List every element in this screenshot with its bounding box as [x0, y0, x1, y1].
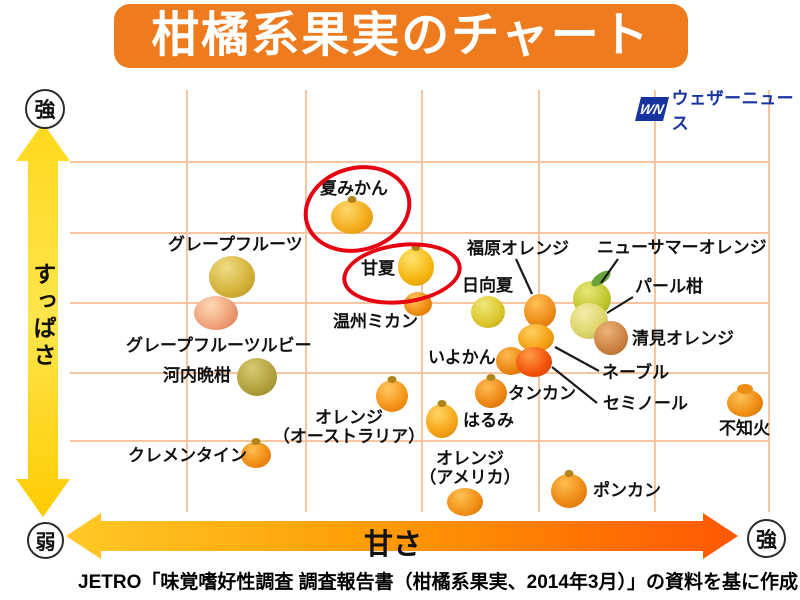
fruit-label-grapefruit-ruby: グレープフルーツルビー	[126, 336, 312, 355]
fruit-label-ponkan: ポンカン	[593, 481, 661, 500]
fruit-label-fukuhara-orange: 福原オレンジ	[467, 239, 569, 258]
fruit-label-pearl-kan: パール柑	[635, 277, 703, 296]
grid-line-vertical	[768, 90, 770, 512]
fruit-label-iyokan: いよかん	[428, 348, 496, 367]
y-axis-strong-badge: 強	[25, 89, 65, 129]
fruit-label-harumi: はるみ	[463, 411, 514, 430]
wn-logo-icon: WN	[635, 97, 669, 121]
fruit-harumi	[426, 400, 458, 438]
axis-weak-badge: 弱	[27, 522, 64, 559]
logo-text: ウェザーニュース	[671, 89, 795, 133]
grid-line-vertical	[305, 90, 307, 512]
weathernews-logo: WN ウェザーニュース	[635, 84, 800, 134]
fruit-kawachi-bankan	[237, 358, 277, 396]
fruit-seminole	[516, 347, 552, 377]
fruit-label-clementine: クレメンタイン	[128, 446, 247, 465]
fruit-amanatsu	[398, 244, 434, 286]
stem-icon	[411, 244, 421, 251]
stem-icon	[486, 374, 496, 381]
stem-icon	[251, 438, 261, 445]
fruit-ponkan	[551, 470, 587, 508]
y-axis-label: すっぱさ	[30, 262, 56, 370]
grid-line-horizontal	[70, 232, 768, 234]
grid-line-vertical	[186, 90, 188, 512]
fruit-label-unshu-mikan: 温州ミカン	[333, 312, 418, 331]
fruit-tankan	[475, 374, 507, 408]
fruit-label-grapefruit: グレープフルーツ	[168, 235, 303, 254]
stem-icon	[564, 470, 574, 477]
fruit-label-new-summer-orange: ニューサマーオレンジ	[597, 238, 767, 257]
fruit-label-kawachi-bankan: 河内晩柑	[163, 366, 231, 385]
fruit-label-amanatsu: 甘夏	[361, 259, 395, 278]
x-axis-label: 甘さ	[363, 529, 423, 561]
fruit-label-orange-australia: オレンジ （オーストラリア）	[272, 408, 426, 447]
fruit-grapefruit	[209, 256, 255, 298]
fruit-grapefruit-ruby	[194, 296, 238, 330]
grid-line-horizontal	[70, 440, 768, 442]
grid-line-horizontal	[70, 372, 768, 374]
fruit-label-natsumikan: 夏みかん	[320, 179, 388, 198]
source-attribution: JETRO「味覚嗜好性調査 調査報告書（柑橘系果実、2014年3月）」の資料を基…	[78, 572, 798, 593]
fruit-unshu-mikan	[404, 292, 432, 316]
grid-line-horizontal	[70, 161, 768, 163]
stem-icon	[437, 400, 447, 407]
fruit-label-shiranui: 不知火	[719, 419, 770, 438]
fruit-label-hyuganatsu: 日向夏	[462, 276, 513, 295]
fruit-label-navel: ネーブル	[602, 363, 669, 382]
fruit-label-orange-america: オレンジ （アメリカ）	[419, 449, 521, 488]
fruit-fukuhara-orange	[524, 294, 556, 328]
fruit-hyuganatsu	[471, 296, 505, 328]
fruit-natsumikan	[331, 196, 373, 234]
fruit-orange-australia	[376, 376, 408, 412]
x-axis-strong-badge: 強	[747, 519, 786, 558]
stem-icon	[387, 376, 397, 383]
fruit-label-kiyomi-orange: 清見オレンジ	[632, 329, 734, 348]
fruit-clementine	[241, 438, 271, 468]
page-title: 柑橘系果実のチャート	[151, 9, 651, 62]
stem-icon	[347, 196, 357, 203]
fruit-shiranui	[727, 384, 763, 417]
grid-line-vertical	[654, 90, 656, 512]
fruit-kiyomi-orange	[594, 321, 628, 355]
fruit-label-seminole: セミノール	[603, 394, 688, 413]
title-banner: 柑橘系果実のチャート	[114, 4, 688, 68]
bump-icon	[737, 384, 753, 394]
fruit-orange-america	[447, 488, 483, 516]
